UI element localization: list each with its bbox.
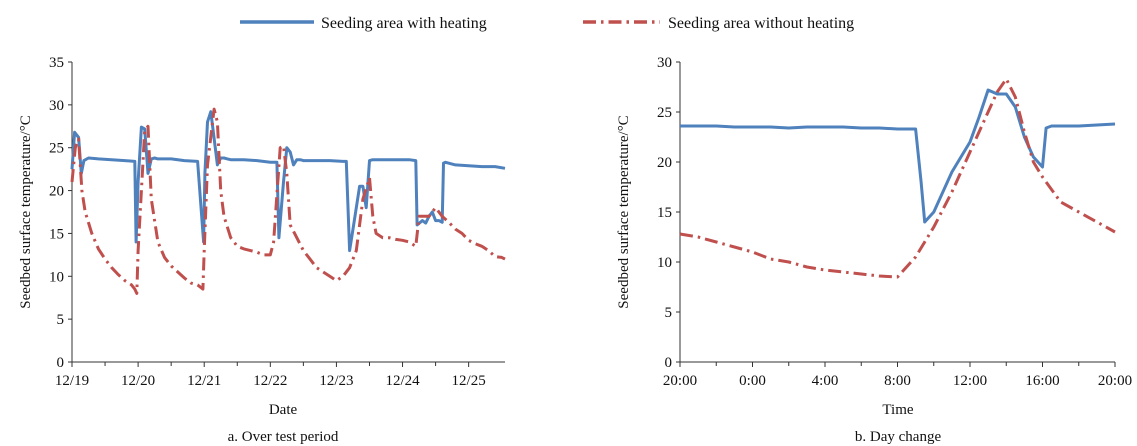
chart-a-y-axis-label: Seedbed surface temperature/°C bbox=[18, 115, 34, 308]
chart-a-y-tick-label: 20 bbox=[49, 184, 64, 200]
chart-a-x-axis-label: Date bbox=[269, 402, 298, 418]
chart-b-y-axis-label: Seedbed surface temperature/°C bbox=[616, 115, 632, 308]
chart-b-x-ticks: 20:00 0:00 4:00 8:00 12:00 16:00 20:00 bbox=[663, 362, 1132, 389]
chart-a-series-heated-line bbox=[70, 110, 506, 253]
chart-a-y-ticks: 0 5 10 15 20 25 30 35 bbox=[49, 55, 72, 371]
chart-a-caption: a. Over test period bbox=[228, 429, 339, 445]
chart-a-y-tick-label: 5 bbox=[57, 312, 65, 328]
chart-a-x-tick-label: 12/24 bbox=[385, 373, 420, 389]
chart-b-x-tick-label: 8:00 bbox=[884, 373, 911, 389]
chart-b-y-tick-label: 20 bbox=[657, 155, 672, 171]
chart-a-y-tick-label: 25 bbox=[49, 141, 64, 157]
chart-a-series bbox=[70, 107, 506, 295]
chart-b-series-unheated-line bbox=[679, 77, 1116, 279]
chart-b-series bbox=[679, 77, 1116, 279]
chart-b-x-tick-label: 0:00 bbox=[739, 373, 766, 389]
chart-b-y-tick-label: 15 bbox=[657, 205, 672, 221]
chart-a-series-unheated-line bbox=[70, 107, 506, 295]
chart-a-y-tick-label: 0 bbox=[57, 355, 65, 371]
chart-b-x-tick-label: 16:00 bbox=[1025, 373, 1059, 389]
chart-a-x-tick-label: 12/21 bbox=[187, 373, 221, 389]
chart-b-y-tick-label: 0 bbox=[665, 355, 673, 371]
chart-b-y-tick-label: 25 bbox=[657, 105, 672, 121]
chart-a-x-ticks: 12/19 12/20 12/21 12/22 12/23 12/24 12/25 bbox=[55, 362, 486, 389]
chart-a-x-tick-label: 12/20 bbox=[121, 373, 155, 389]
chart-a-y-tick-label: 10 bbox=[49, 269, 64, 285]
legend: Seeding area with heating Seeding area w… bbox=[240, 15, 854, 32]
chart-b-y-tick-label: 30 bbox=[657, 55, 672, 71]
chart-a-x-tick-label: 12/25 bbox=[452, 373, 486, 389]
legend-label-heated: Seeding area with heating bbox=[321, 15, 487, 32]
chart-b-x-axis-label: Time bbox=[882, 402, 913, 418]
chart-a-axes bbox=[71, 62, 505, 363]
chart-a-y-tick-label: 15 bbox=[49, 226, 64, 242]
chart-b-x-tick-label: 12:00 bbox=[953, 373, 987, 389]
chart-a: 0 5 10 15 20 25 30 35 12/19 12/20 12/21 12/22 12/23… bbox=[18, 55, 506, 445]
chart-b-x-tick-label: 20:00 bbox=[663, 373, 697, 389]
chart-a-y-tick-label: 30 bbox=[49, 98, 64, 114]
chart-b: 0 5 10 15 20 25 30 20:00 0:00 4:00 8:00 12:00 16:00… bbox=[616, 55, 1132, 445]
chart-b-y-ticks: 0 5 10 15 20 25 30 bbox=[657, 55, 680, 371]
legend-label-unheated: Seeding area without heating bbox=[668, 15, 854, 32]
chart-b-y-tick-label: 5 bbox=[665, 305, 673, 321]
chart-a-x-tick-label: 12/22 bbox=[253, 373, 287, 389]
chart-b-x-tick-label: 20:00 bbox=[1098, 373, 1132, 389]
chart-b-series-heated-line bbox=[680, 88, 1116, 224]
chart-b-x-tick-label: 4:00 bbox=[812, 373, 839, 389]
chart-a-x-tick-label: 12/23 bbox=[319, 373, 353, 389]
chart-a-y-tick-label: 35 bbox=[49, 55, 64, 71]
chart-b-axes bbox=[679, 62, 1115, 363]
chart-b-caption: b. Day change bbox=[855, 429, 942, 445]
chart-b-y-tick-label: 10 bbox=[657, 255, 672, 271]
chart-a-x-tick-label: 12/19 bbox=[55, 373, 89, 389]
